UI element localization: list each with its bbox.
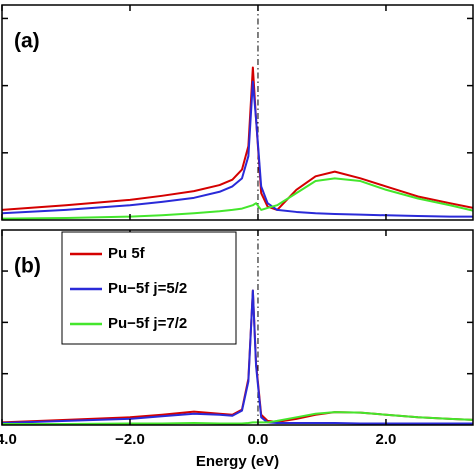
legend-box: [61, 231, 237, 345]
legend-label: Pu−5f j=5/2: [108, 280, 187, 297]
panel-label: (a): [14, 30, 40, 53]
plot-frame: [1, 4, 474, 221]
series-line: [1, 66, 474, 211]
series-line: [1, 177, 474, 220]
panel-label: (b): [14, 255, 41, 278]
x-tick-label: −2.0: [115, 431, 145, 448]
x-tick-label: 2.0: [376, 431, 397, 448]
legend-label: Pu 5f: [108, 245, 146, 262]
x-tick-label: 0.0: [248, 431, 269, 448]
plot-frame: [1, 229, 474, 426]
legend-label: Pu−5f j=7/2: [108, 315, 187, 332]
x-tick-label: −4.0: [0, 431, 17, 448]
x-axis-label: Energy (eV): [196, 453, 279, 470]
series-line: [1, 80, 473, 218]
series-line: [1, 289, 473, 425]
